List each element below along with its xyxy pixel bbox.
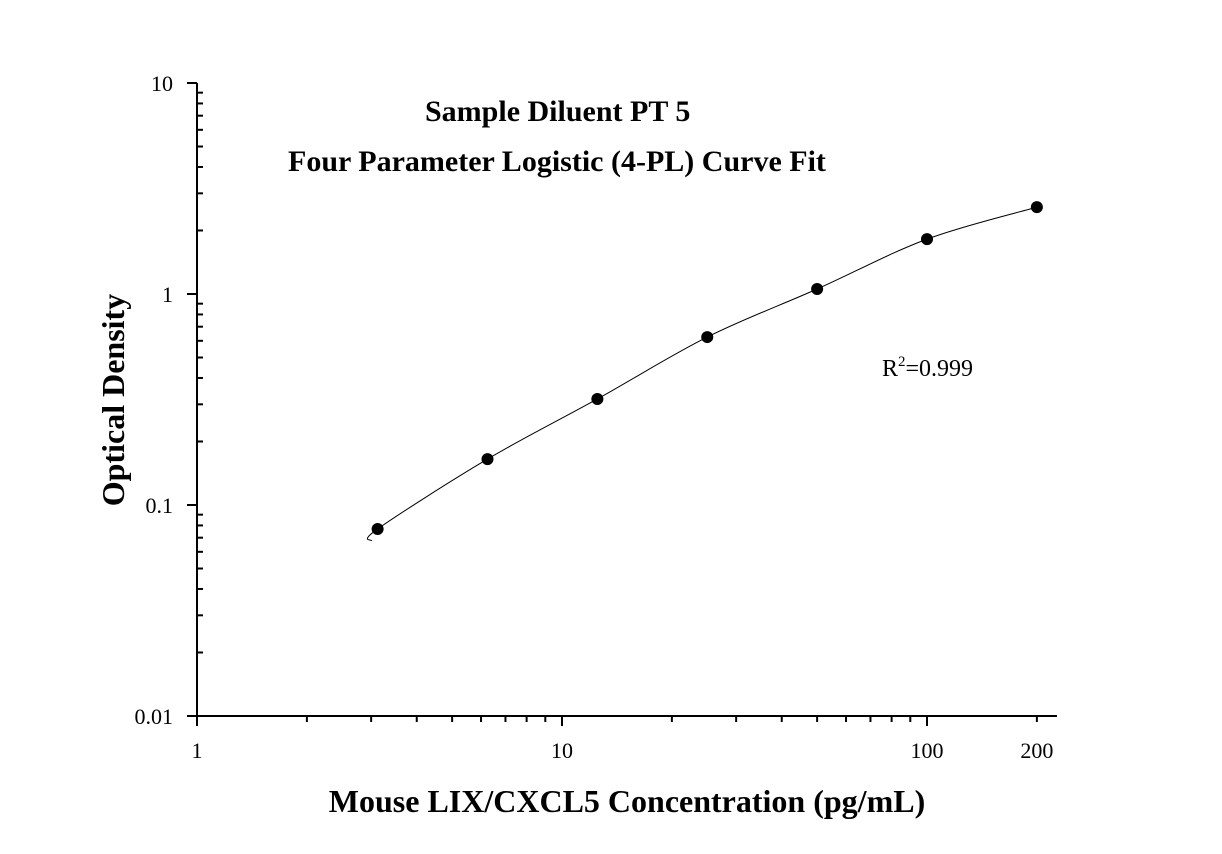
x-tick-label: 1 — [192, 738, 203, 763]
data-points — [371, 201, 1043, 535]
data-point — [701, 331, 714, 344]
y-tick-label: 0.01 — [135, 704, 174, 729]
fit-curve — [366, 206, 1038, 542]
data-point — [1030, 201, 1043, 214]
y-tick-label: 1 — [162, 282, 173, 307]
y-axis-title: Optical Density — [95, 294, 131, 506]
data-point — [481, 453, 494, 466]
x-axis-title: Mouse LIX/CXCL5 Concentration (pg/mL) — [329, 783, 925, 819]
axes — [196, 83, 1057, 717]
x-tick-label: 10 — [551, 738, 573, 763]
r-squared-annotation: R2=0.999 — [882, 354, 973, 382]
fit-curve-group — [366, 206, 1038, 542]
data-point — [811, 283, 824, 296]
x-tick-label: 200 — [1020, 738, 1053, 763]
data-point — [371, 522, 384, 535]
chart-title-line2: Four Parameter Logistic (4-PL) Curve Fit — [288, 145, 826, 178]
data-point — [921, 233, 933, 246]
x-tick-label: 100 — [911, 738, 944, 763]
y-tick-label: 10 — [151, 71, 173, 96]
data-point — [591, 392, 604, 405]
y-tick-label: 0.1 — [146, 493, 174, 518]
chart-title-line1: Sample Diluent PT 5 — [425, 95, 690, 128]
ticks: 1 10 100 200 0.01 0.1 1 10 — [135, 71, 1054, 763]
